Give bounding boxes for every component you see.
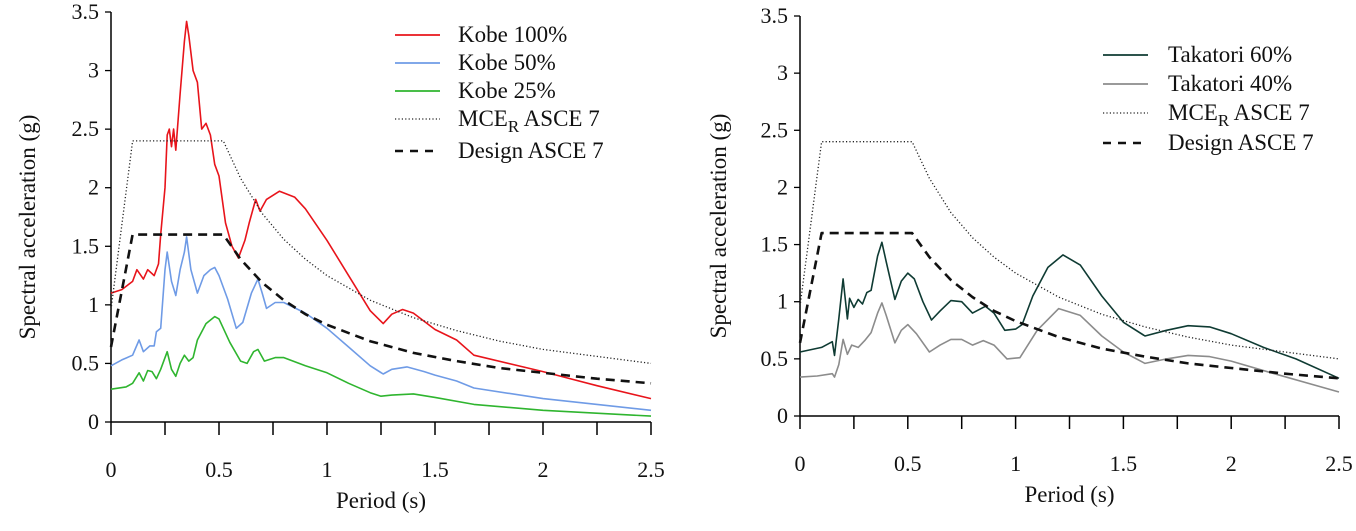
- x-tick-label: 1: [322, 457, 333, 482]
- x-tick-label: 1.5: [1110, 451, 1138, 476]
- series-line-design-asce-7: [109, 233, 652, 385]
- legend: Kobe 100%Kobe 50%Kobe 25%MCER ASCE 7Desi…: [395, 22, 604, 163]
- legend-label: MCER ASCE 7: [458, 106, 600, 136]
- y-tick-label: 1.5: [72, 233, 100, 258]
- y-tick-label: 0.5: [72, 350, 100, 375]
- y-axis-title: Spectral acceleration (g): [15, 115, 40, 340]
- x-tick-label: 1: [1010, 451, 1021, 476]
- y-tick-label: 3: [88, 58, 99, 83]
- legend-label: Kobe 25%: [458, 78, 556, 103]
- y-tick-label: 1: [88, 292, 99, 317]
- x-axis-title: Period (s): [1024, 482, 1114, 507]
- y-tick-label: 0: [88, 409, 99, 434]
- legend-label: Kobe 100%: [458, 22, 567, 47]
- y-tick-label: 2: [777, 174, 788, 199]
- legend-label: MCER ASCE 7: [1168, 100, 1310, 130]
- y-tick-label: 3.5: [72, 0, 100, 24]
- legend-label: Kobe 50%: [458, 50, 556, 75]
- x-tick-label: 0: [106, 457, 117, 482]
- series-line-takatori-40-: [799, 302, 1340, 393]
- series-line-mcer-asce-7: [110, 140, 652, 365]
- series-line-design-asce-7: [798, 231, 1340, 380]
- x-tick-label: 0.5: [205, 457, 233, 482]
- x-tick-label: 2.5: [637, 457, 665, 482]
- legend-label-main: MCE: [1168, 100, 1218, 125]
- y-tick-label: 1: [777, 289, 788, 314]
- series-line-kobe-25-: [110, 315, 652, 417]
- y-tick-label: 3: [777, 60, 788, 85]
- chart-1: 0 0.5 1 1.5 2 2.5 3 3.5 0 0.5 1 1.5 2 2.5 Period (s) Sp…: [15, 0, 665, 513]
- legend-label: Design ASCE 7: [458, 138, 604, 163]
- legend-label: Takatori 40%: [1168, 71, 1292, 96]
- x-tick-label: 1.5: [421, 457, 449, 482]
- x-tick-label: 2.5: [1325, 451, 1353, 476]
- series-line-takatori-60-: [799, 241, 1340, 380]
- legend-label-sub: R: [508, 117, 520, 136]
- x-tick-label: 0.5: [894, 451, 922, 476]
- series-line-kobe-50-: [110, 236, 652, 412]
- series-line-mcer-asce-7: [799, 141, 1340, 360]
- y-tick-label: 1.5: [761, 232, 789, 257]
- legend-label-main: MCE: [458, 106, 508, 131]
- y-tick-label: 2: [88, 175, 99, 200]
- legend-label: Takatori 60%: [1168, 42, 1292, 67]
- chart-2: 0 0.5 1 1.5 2 2.5 3 3.5 0 0.5 1 1.5 2 2.5 Period (s) Sp…: [706, 3, 1353, 507]
- legend-label-rest: ASCE 7: [519, 106, 600, 131]
- x-tick-label: 0: [795, 451, 806, 476]
- y-tick-label: 3.5: [761, 3, 789, 28]
- legend-label-sub: R: [1218, 111, 1230, 130]
- legend: Takatori 60%Takatori 40%MCER ASCE 7Desig…: [1103, 42, 1314, 155]
- x-axis-title: Period (s): [336, 488, 426, 513]
- series-line-kobe-100-: [110, 20, 652, 400]
- y-axis-title: Spectral acceleration (g): [706, 114, 731, 339]
- y-tick-label: 2.5: [761, 117, 789, 142]
- x-tick-label: 2: [538, 457, 549, 482]
- x-tick-label: 2: [1226, 451, 1237, 476]
- y-tick-label: 0: [777, 403, 788, 428]
- y-tick-label: 0.5: [761, 346, 789, 371]
- legend-label: Design ASCE 7: [1168, 130, 1314, 155]
- legend-label-rest: ASCE 7: [1229, 100, 1310, 125]
- y-tick-label: 2.5: [72, 116, 100, 141]
